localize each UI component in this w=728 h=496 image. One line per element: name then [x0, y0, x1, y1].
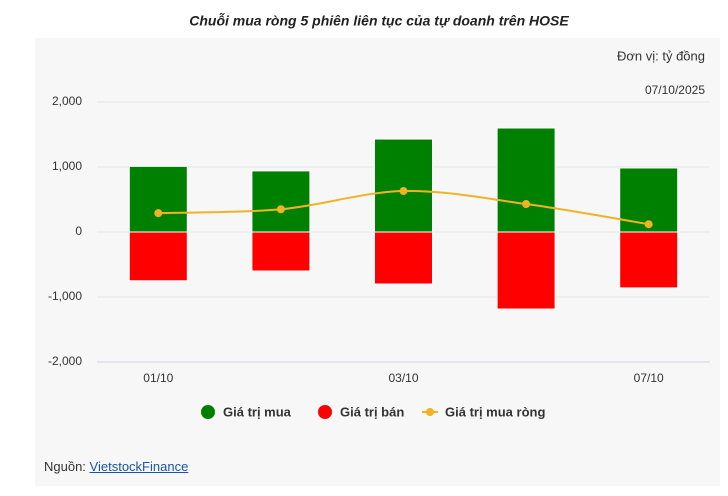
bar	[496, 127, 556, 233]
bar	[496, 231, 556, 310]
legend-marker	[318, 405, 332, 419]
bar	[128, 231, 188, 282]
line-point	[399, 187, 408, 196]
bar	[374, 231, 433, 285]
bar	[251, 231, 311, 272]
bar	[619, 231, 679, 289]
chart-title: Chuỗi mua ròng 5 phiên liên tục của tự d…	[189, 13, 569, 29]
x-tick-label: 03/10	[388, 371, 418, 385]
y-tick-label: 2,000	[52, 94, 82, 108]
source-label: Nguồn:	[44, 459, 86, 474]
line-point	[154, 209, 163, 218]
legend-marker	[426, 408, 434, 416]
y-tick-label: 1,000	[52, 159, 82, 173]
legend-label: Giá trị mua	[223, 404, 292, 419]
x-tick-label: 07/10	[634, 371, 664, 385]
bar	[374, 138, 433, 233]
x-tick-label: 01/10	[143, 371, 173, 385]
source: Nguồn: VietstockFinance	[44, 459, 188, 474]
y-tick-label: 0	[75, 224, 82, 238]
bar	[251, 170, 311, 233]
legend-marker	[201, 405, 215, 419]
date-note: 07/10/2025	[645, 83, 705, 97]
line-point	[276, 205, 285, 214]
legend-label: Giá trị mua ròng	[445, 404, 545, 419]
source-link[interactable]: VietstockFinance	[89, 459, 189, 474]
line-point	[522, 200, 531, 209]
y-tick-label: -2,000	[48, 354, 82, 368]
bar	[128, 165, 188, 233]
y-tick-label: -1,000	[48, 289, 82, 303]
unit-note: Đơn vị: tỷ đồng	[617, 48, 705, 63]
legend-label: Giá trị bán	[340, 404, 404, 419]
line-point	[644, 220, 653, 229]
